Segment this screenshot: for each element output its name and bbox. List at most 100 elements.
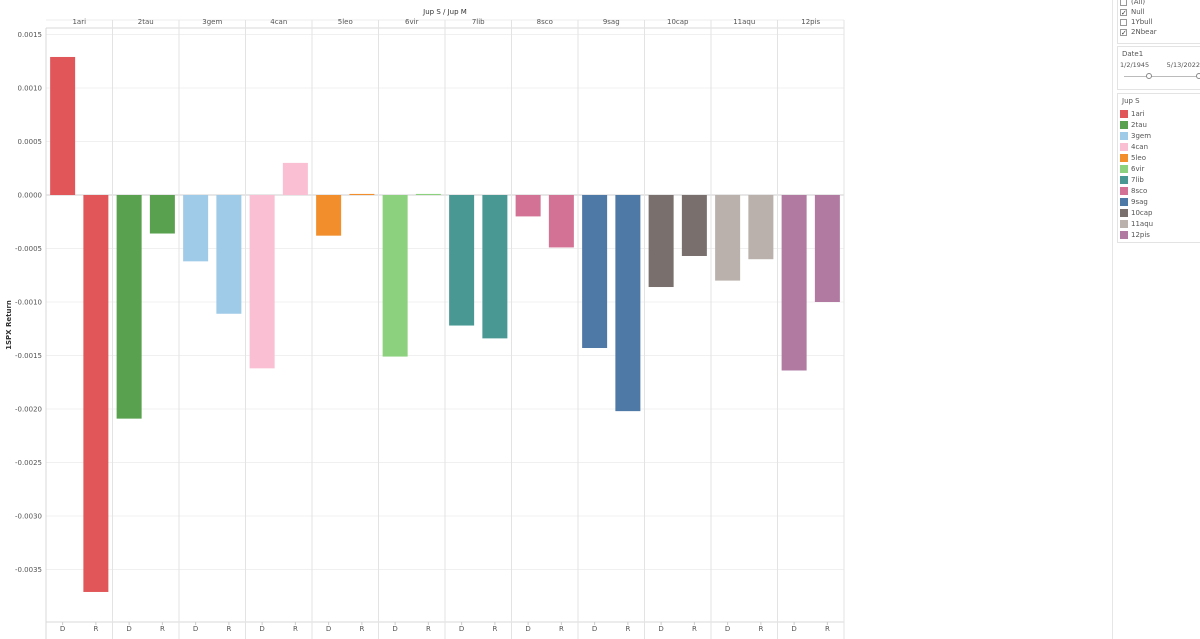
filter-item[interactable]: 1Ybull bbox=[1118, 17, 1200, 27]
x-tick-label: D bbox=[193, 625, 198, 633]
filter-item[interactable]: ✓ 2Nbear bbox=[1118, 27, 1200, 37]
bar-3gem-R[interactable] bbox=[216, 195, 242, 314]
date-range-slider[interactable] bbox=[1120, 71, 1200, 81]
x-tick-label: R bbox=[426, 625, 431, 633]
legend-swatch bbox=[1120, 230, 1128, 239]
bar-7lib-D[interactable] bbox=[449, 195, 475, 326]
x-tick-label: D bbox=[326, 625, 331, 633]
bar-9sag-R[interactable] bbox=[615, 195, 641, 412]
date-range-values: 1/2/1945 5/13/2022 bbox=[1118, 61, 1200, 69]
x-tick-label: D bbox=[725, 625, 730, 633]
bar-4can-R[interactable] bbox=[282, 162, 308, 195]
legend-swatch bbox=[1120, 142, 1128, 151]
legend-item[interactable]: 7lib bbox=[1118, 174, 1200, 185]
legend-title: Jup S bbox=[1122, 97, 1140, 105]
y-tick-label: -0.0025 bbox=[15, 459, 42, 467]
filter-list: (All) ✓ Null 1Ybull ✓ 2Nbear bbox=[1118, 0, 1200, 37]
group-header-4can: 4can bbox=[270, 18, 287, 26]
checkbox-checked-icon[interactable]: ✓ bbox=[1120, 28, 1127, 37]
legend-item[interactable]: 2tau bbox=[1118, 119, 1200, 130]
checkbox-icon[interactable] bbox=[1120, 0, 1127, 6]
legend-swatch bbox=[1120, 208, 1128, 217]
legend-item-label: 3gem bbox=[1131, 131, 1152, 140]
bar-12pis-R[interactable] bbox=[814, 195, 840, 302]
filter-item-label: 1Ybull bbox=[1131, 18, 1153, 26]
legend-item-label: 7lib bbox=[1131, 175, 1144, 184]
y-tick-label: 0.0010 bbox=[18, 85, 43, 93]
filter-item[interactable]: (All) bbox=[1118, 0, 1200, 7]
legend-item[interactable]: 5leo bbox=[1118, 152, 1200, 163]
legend-item[interactable]: 6vir bbox=[1118, 163, 1200, 174]
legend-item-label: 10cap bbox=[1131, 208, 1153, 217]
x-tick-label: R bbox=[758, 625, 763, 633]
bar-8sco-R[interactable] bbox=[548, 195, 574, 248]
group-header-9sag: 9sag bbox=[603, 18, 620, 26]
bar-3gem-D[interactable] bbox=[183, 195, 209, 262]
legend-item-label: 1ari bbox=[1131, 109, 1145, 118]
legend-item[interactable]: 12pis bbox=[1118, 229, 1200, 240]
y-tick-label: -0.0020 bbox=[15, 406, 42, 414]
group-header-6vir: 6vir bbox=[405, 18, 419, 26]
group-header-1ari: 1ari bbox=[72, 18, 86, 26]
group-header-8sco: 8sco bbox=[537, 18, 553, 26]
x-tick-label: D bbox=[658, 625, 663, 633]
bar-5leo-R[interactable] bbox=[349, 193, 375, 195]
bar-4can-D[interactable] bbox=[249, 195, 275, 369]
group-header-10cap: 10cap bbox=[667, 18, 689, 26]
date-end[interactable]: 5/13/2022 bbox=[1166, 61, 1200, 69]
legend-item-label: 2tau bbox=[1131, 120, 1147, 129]
bar-12pis-D[interactable] bbox=[781, 195, 807, 371]
bar-11aqu-R[interactable] bbox=[748, 195, 774, 260]
y-tick-label: -0.0030 bbox=[15, 513, 42, 521]
x-tick-label: D bbox=[459, 625, 464, 633]
bar-1ari-D[interactable] bbox=[50, 56, 76, 195]
legend-item[interactable]: 9sag bbox=[1118, 196, 1200, 207]
bar-7lib-R[interactable] bbox=[482, 195, 508, 339]
bar-1ari-R[interactable] bbox=[83, 195, 109, 592]
bar-6vir-R[interactable] bbox=[415, 193, 441, 195]
legend-item[interactable]: 4can bbox=[1118, 141, 1200, 152]
legend-item-label: 8sco bbox=[1131, 186, 1148, 195]
group-header-3gem: 3gem bbox=[202, 18, 222, 26]
bar-6vir-D[interactable] bbox=[382, 195, 408, 357]
legend-list: 1ari 2tau 3gem 4can 5leo 6vir 7lib 8sco 9sag 10ca… bbox=[1118, 108, 1200, 240]
filter-item[interactable]: ✓ Null bbox=[1118, 7, 1200, 17]
x-tick-label: D bbox=[525, 625, 530, 633]
bar-9sag-D[interactable] bbox=[582, 195, 608, 349]
legend-item[interactable]: 8sco bbox=[1118, 185, 1200, 196]
slider-start-handle[interactable] bbox=[1146, 73, 1152, 79]
bar-5leo-D[interactable] bbox=[316, 195, 342, 236]
legend-swatch bbox=[1120, 131, 1128, 140]
slider-end-handle[interactable] bbox=[1196, 73, 1200, 79]
y-tick-label: -0.0035 bbox=[15, 566, 42, 574]
bar-10cap-D[interactable] bbox=[648, 195, 674, 288]
y-tick-label: -0.0010 bbox=[15, 299, 42, 307]
y-axis-label: 1SPX Return bbox=[5, 300, 13, 350]
date-panel: Date1 1/2/1945 5/13/2022 bbox=[1117, 46, 1200, 90]
legend-item[interactable]: 10cap bbox=[1118, 207, 1200, 218]
legend-swatch bbox=[1120, 197, 1128, 206]
legend-item-label: 9sag bbox=[1131, 197, 1148, 206]
bar-chart: Jup S / Jup M 0.0015 0.0010 0.0005 0.0000 -0.… bbox=[5, 8, 845, 639]
legend-swatch bbox=[1120, 120, 1128, 129]
bar-10cap-R[interactable] bbox=[681, 195, 707, 256]
date-start[interactable]: 1/2/1945 bbox=[1120, 61, 1150, 69]
legend-item[interactable]: 11aqu bbox=[1118, 218, 1200, 229]
x-tick-label: D bbox=[392, 625, 397, 633]
group-header-2tau: 2tau bbox=[138, 18, 154, 26]
bar-2tau-R[interactable] bbox=[149, 195, 175, 234]
legend-item-label: 6vir bbox=[1131, 164, 1145, 173]
x-tick-label: R bbox=[492, 625, 497, 633]
date-panel-title: Date1 bbox=[1122, 50, 1144, 58]
chart-title: Jup S / Jup M bbox=[422, 8, 467, 16]
bar-11aqu-D[interactable] bbox=[715, 195, 741, 281]
legend-swatch bbox=[1120, 164, 1128, 173]
bar-2tau-D[interactable] bbox=[116, 195, 142, 419]
legend-item[interactable]: 3gem bbox=[1118, 130, 1200, 141]
legend-item[interactable]: 1ari bbox=[1118, 108, 1200, 119]
checkbox-checked-icon[interactable]: ✓ bbox=[1120, 8, 1127, 17]
x-tick-label: D bbox=[126, 625, 131, 633]
filter-item-label: 2Nbear bbox=[1131, 28, 1157, 36]
bar-8sco-D[interactable] bbox=[515, 195, 541, 217]
checkbox-icon[interactable] bbox=[1120, 18, 1127, 26]
